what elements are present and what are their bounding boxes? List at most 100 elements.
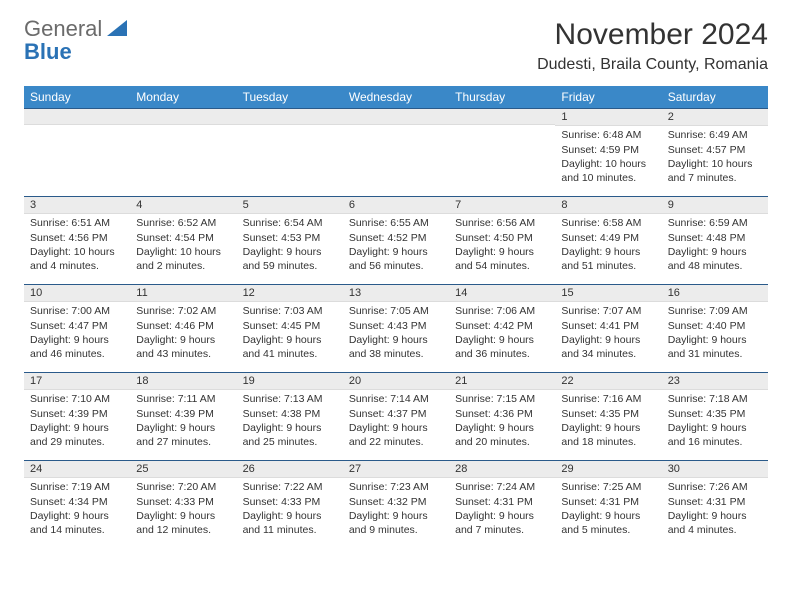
daylight-text: Daylight: 9 hours and 36 minutes. — [455, 334, 549, 361]
daylight-text: Daylight: 9 hours and 46 minutes. — [30, 334, 124, 361]
day-number: 18 — [130, 373, 236, 390]
calendar-week-row: 17Sunrise: 7:10 AMSunset: 4:39 PMDayligh… — [24, 373, 768, 461]
sunrise-text: Sunrise: 7:19 AM — [30, 481, 124, 495]
weekday-header-row: SundayMondayTuesdayWednesdayThursdayFrid… — [24, 86, 768, 109]
sunset-text: Sunset: 4:38 PM — [243, 408, 337, 422]
calendar-cell: 7Sunrise: 6:56 AMSunset: 4:50 PMDaylight… — [449, 197, 555, 285]
day-number: 14 — [449, 285, 555, 302]
day-details: Sunrise: 7:26 AMSunset: 4:31 PMDaylight:… — [662, 478, 768, 542]
daylight-text: Daylight: 9 hours and 7 minutes. — [455, 510, 549, 537]
calendar-cell — [449, 109, 555, 197]
sunrise-text: Sunrise: 6:54 AM — [243, 217, 337, 231]
sunrise-text: Sunrise: 7:00 AM — [30, 305, 124, 319]
sunset-text: Sunset: 4:39 PM — [30, 408, 124, 422]
sunrise-text: Sunrise: 7:13 AM — [243, 393, 337, 407]
day-number: 13 — [343, 285, 449, 302]
day-number: 2 — [662, 109, 768, 126]
sunrise-text: Sunrise: 7:23 AM — [349, 481, 443, 495]
day-details: Sunrise: 7:16 AMSunset: 4:35 PMDaylight:… — [555, 390, 661, 454]
calendar-cell: 23Sunrise: 7:18 AMSunset: 4:35 PMDayligh… — [662, 373, 768, 461]
day-number: 9 — [662, 197, 768, 214]
day-number — [343, 109, 449, 125]
calendar-cell: 1Sunrise: 6:48 AMSunset: 4:59 PMDaylight… — [555, 109, 661, 197]
calendar-cell: 19Sunrise: 7:13 AMSunset: 4:38 PMDayligh… — [237, 373, 343, 461]
day-details: Sunrise: 7:19 AMSunset: 4:34 PMDaylight:… — [24, 478, 130, 542]
calendar-cell — [24, 109, 130, 197]
day-details: Sunrise: 6:56 AMSunset: 4:50 PMDaylight:… — [449, 214, 555, 278]
day-details: Sunrise: 7:14 AMSunset: 4:37 PMDaylight:… — [343, 390, 449, 454]
sunrise-text: Sunrise: 7:16 AM — [561, 393, 655, 407]
day-number: 30 — [662, 461, 768, 478]
sunrise-text: Sunrise: 7:09 AM — [668, 305, 762, 319]
sunset-text: Sunset: 4:46 PM — [136, 320, 230, 334]
weekday-header: Wednesday — [343, 86, 449, 109]
calendar-cell: 17Sunrise: 7:10 AMSunset: 4:39 PMDayligh… — [24, 373, 130, 461]
calendar-cell: 4Sunrise: 6:52 AMSunset: 4:54 PMDaylight… — [130, 197, 236, 285]
calendar-cell: 27Sunrise: 7:23 AMSunset: 4:32 PMDayligh… — [343, 461, 449, 549]
sunset-text: Sunset: 4:31 PM — [668, 496, 762, 510]
sunset-text: Sunset: 4:47 PM — [30, 320, 124, 334]
day-number: 29 — [555, 461, 661, 478]
sunset-text: Sunset: 4:34 PM — [30, 496, 124, 510]
daylight-text: Daylight: 9 hours and 54 minutes. — [455, 246, 549, 273]
sunrise-text: Sunrise: 6:56 AM — [455, 217, 549, 231]
calendar-cell: 22Sunrise: 7:16 AMSunset: 4:35 PMDayligh… — [555, 373, 661, 461]
daylight-text: Daylight: 9 hours and 34 minutes. — [561, 334, 655, 361]
calendar-cell: 29Sunrise: 7:25 AMSunset: 4:31 PMDayligh… — [555, 461, 661, 549]
daylight-text: Daylight: 9 hours and 27 minutes. — [136, 422, 230, 449]
day-details: Sunrise: 7:23 AMSunset: 4:32 PMDaylight:… — [343, 478, 449, 542]
month-title: November 2024 — [537, 18, 768, 52]
daylight-text: Daylight: 9 hours and 5 minutes. — [561, 510, 655, 537]
day-number: 26 — [237, 461, 343, 478]
day-details: Sunrise: 7:20 AMSunset: 4:33 PMDaylight:… — [130, 478, 236, 542]
sunset-text: Sunset: 4:33 PM — [243, 496, 337, 510]
calendar-cell: 5Sunrise: 6:54 AMSunset: 4:53 PMDaylight… — [237, 197, 343, 285]
sunrise-text: Sunrise: 7:15 AM — [455, 393, 549, 407]
sunset-text: Sunset: 4:35 PM — [668, 408, 762, 422]
daylight-text: Daylight: 10 hours and 2 minutes. — [136, 246, 230, 273]
day-number: 3 — [24, 197, 130, 214]
sunrise-text: Sunrise: 7:25 AM — [561, 481, 655, 495]
sunrise-text: Sunrise: 7:05 AM — [349, 305, 443, 319]
sunset-text: Sunset: 4:43 PM — [349, 320, 443, 334]
calendar-cell: 15Sunrise: 7:07 AMSunset: 4:41 PMDayligh… — [555, 285, 661, 373]
daylight-text: Daylight: 9 hours and 9 minutes. — [349, 510, 443, 537]
day-number: 28 — [449, 461, 555, 478]
sunrise-text: Sunrise: 7:11 AM — [136, 393, 230, 407]
calendar-cell: 30Sunrise: 7:26 AMSunset: 4:31 PMDayligh… — [662, 461, 768, 549]
day-number: 5 — [237, 197, 343, 214]
calendar-cell: 9Sunrise: 6:59 AMSunset: 4:48 PMDaylight… — [662, 197, 768, 285]
calendar-cell: 3Sunrise: 6:51 AMSunset: 4:56 PMDaylight… — [24, 197, 130, 285]
day-number: 22 — [555, 373, 661, 390]
logo: General Blue — [24, 18, 127, 64]
day-details: Sunrise: 6:52 AMSunset: 4:54 PMDaylight:… — [130, 214, 236, 278]
sunset-text: Sunset: 4:45 PM — [243, 320, 337, 334]
sunrise-text: Sunrise: 7:03 AM — [243, 305, 337, 319]
day-number: 17 — [24, 373, 130, 390]
calendar-cell: 6Sunrise: 6:55 AMSunset: 4:52 PMDaylight… — [343, 197, 449, 285]
daylight-text: Daylight: 9 hours and 4 minutes. — [668, 510, 762, 537]
sunset-text: Sunset: 4:40 PM — [668, 320, 762, 334]
day-number: 16 — [662, 285, 768, 302]
sunset-text: Sunset: 4:54 PM — [136, 232, 230, 246]
sunrise-text: Sunrise: 7:20 AM — [136, 481, 230, 495]
daylight-text: Daylight: 9 hours and 38 minutes. — [349, 334, 443, 361]
calendar-cell: 28Sunrise: 7:24 AMSunset: 4:31 PMDayligh… — [449, 461, 555, 549]
day-number — [237, 109, 343, 125]
day-details: Sunrise: 7:09 AMSunset: 4:40 PMDaylight:… — [662, 302, 768, 366]
daylight-text: Daylight: 9 hours and 48 minutes. — [668, 246, 762, 273]
daylight-text: Daylight: 9 hours and 25 minutes. — [243, 422, 337, 449]
sunset-text: Sunset: 4:59 PM — [561, 144, 655, 158]
day-details: Sunrise: 7:06 AMSunset: 4:42 PMDaylight:… — [449, 302, 555, 366]
calendar-week-row: 3Sunrise: 6:51 AMSunset: 4:56 PMDaylight… — [24, 197, 768, 285]
sunrise-text: Sunrise: 6:59 AM — [668, 217, 762, 231]
sunrise-text: Sunrise: 6:55 AM — [349, 217, 443, 231]
sunset-text: Sunset: 4:39 PM — [136, 408, 230, 422]
day-details: Sunrise: 7:24 AMSunset: 4:31 PMDaylight:… — [449, 478, 555, 542]
daylight-text: Daylight: 9 hours and 51 minutes. — [561, 246, 655, 273]
sunset-text: Sunset: 4:41 PM — [561, 320, 655, 334]
day-number: 4 — [130, 197, 236, 214]
day-number: 20 — [343, 373, 449, 390]
daylight-text: Daylight: 9 hours and 41 minutes. — [243, 334, 337, 361]
sunrise-text: Sunrise: 6:52 AM — [136, 217, 230, 231]
